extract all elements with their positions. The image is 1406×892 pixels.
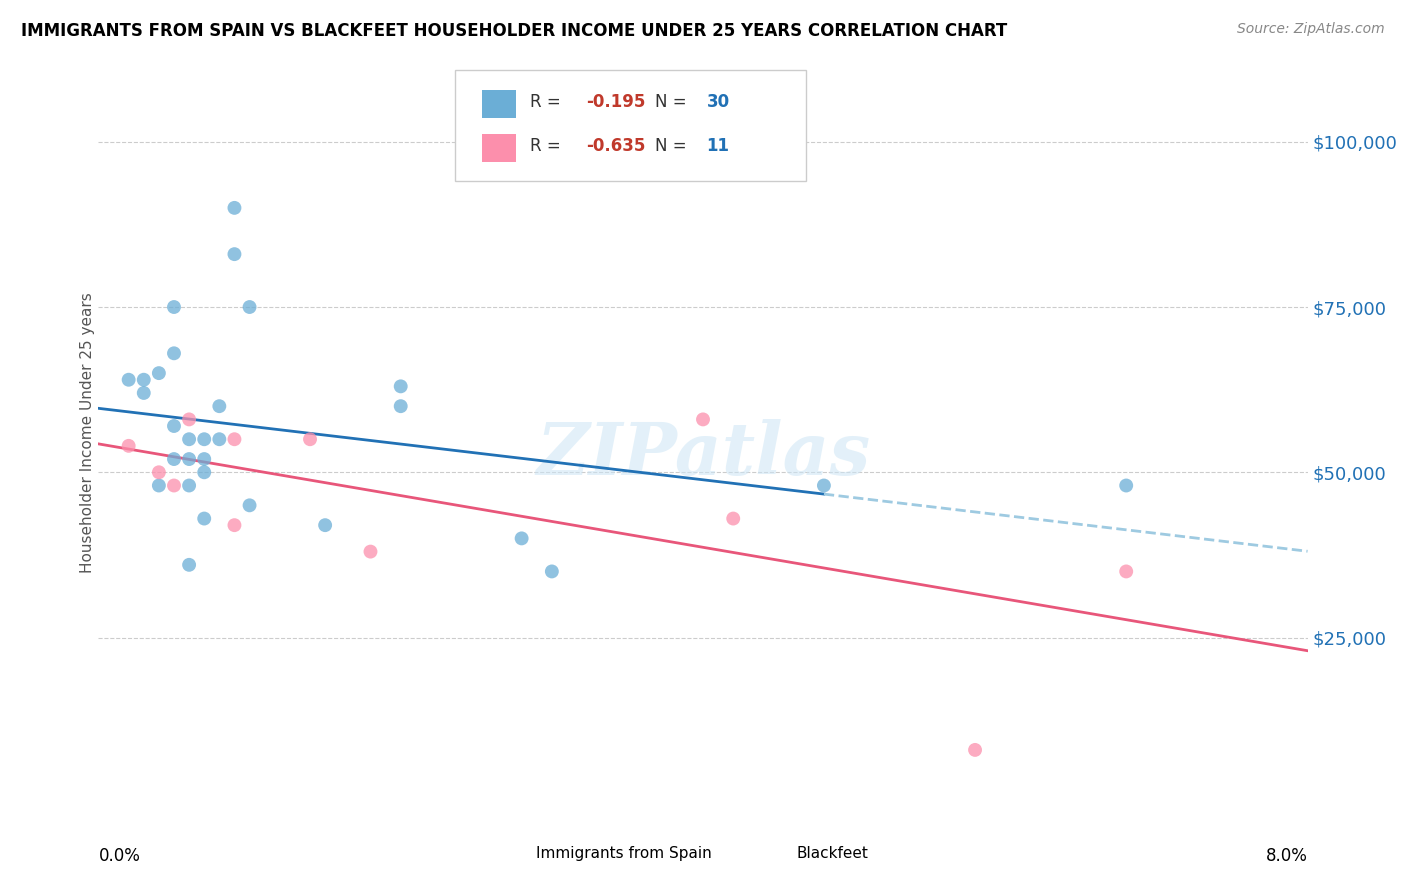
Text: 8.0%: 8.0% bbox=[1265, 847, 1308, 865]
Point bbox=[179, 478, 201, 492]
Point bbox=[118, 373, 141, 387]
Text: R =: R = bbox=[530, 93, 567, 111]
Point bbox=[224, 201, 246, 215]
Point bbox=[1115, 565, 1137, 579]
Text: 0.0%: 0.0% bbox=[98, 847, 141, 865]
Text: -0.635: -0.635 bbox=[586, 137, 645, 155]
Y-axis label: Householder Income Under 25 years: Householder Income Under 25 years bbox=[80, 293, 94, 573]
Text: 30: 30 bbox=[707, 93, 730, 111]
Point bbox=[540, 565, 562, 579]
Point bbox=[148, 465, 170, 479]
Point bbox=[193, 432, 215, 446]
Point bbox=[132, 373, 155, 387]
Point bbox=[224, 432, 246, 446]
Point bbox=[163, 419, 186, 434]
Text: R =: R = bbox=[530, 137, 567, 155]
Point bbox=[179, 558, 201, 572]
Point bbox=[723, 511, 745, 525]
Point bbox=[163, 346, 186, 360]
Point bbox=[692, 412, 714, 426]
Point bbox=[148, 478, 170, 492]
Text: Blackfeet: Blackfeet bbox=[796, 846, 868, 861]
FancyBboxPatch shape bbox=[482, 90, 516, 118]
Point bbox=[193, 465, 215, 479]
Text: Source: ZipAtlas.com: Source: ZipAtlas.com bbox=[1237, 22, 1385, 37]
Point bbox=[389, 379, 412, 393]
FancyBboxPatch shape bbox=[456, 70, 806, 181]
Text: N =: N = bbox=[655, 137, 692, 155]
Point bbox=[510, 532, 533, 546]
Text: Immigrants from Spain: Immigrants from Spain bbox=[536, 846, 711, 861]
Point bbox=[314, 518, 336, 533]
Text: IMMIGRANTS FROM SPAIN VS BLACKFEET HOUSEHOLDER INCOME UNDER 25 YEARS CORRELATION: IMMIGRANTS FROM SPAIN VS BLACKFEET HOUSE… bbox=[21, 22, 1007, 40]
Point bbox=[179, 432, 201, 446]
Text: ZIPatlas: ZIPatlas bbox=[536, 419, 870, 491]
Point bbox=[813, 478, 835, 492]
Point bbox=[224, 247, 246, 261]
Point bbox=[179, 452, 201, 467]
Point bbox=[193, 511, 215, 525]
Point bbox=[239, 300, 262, 314]
Point bbox=[208, 399, 231, 413]
Point bbox=[163, 452, 186, 467]
FancyBboxPatch shape bbox=[758, 842, 787, 866]
FancyBboxPatch shape bbox=[482, 135, 516, 162]
Point bbox=[148, 366, 170, 380]
Point bbox=[163, 478, 186, 492]
Point bbox=[163, 300, 186, 314]
Text: N =: N = bbox=[655, 93, 692, 111]
Text: 11: 11 bbox=[707, 137, 730, 155]
Point bbox=[193, 452, 215, 467]
Point bbox=[132, 386, 155, 401]
Point bbox=[208, 432, 231, 446]
Text: -0.195: -0.195 bbox=[586, 93, 645, 111]
Point bbox=[118, 439, 141, 453]
Point bbox=[1115, 478, 1137, 492]
FancyBboxPatch shape bbox=[498, 842, 527, 866]
Point bbox=[239, 499, 262, 513]
Point bbox=[360, 544, 382, 558]
Point bbox=[224, 518, 246, 533]
Point bbox=[299, 432, 322, 446]
Point bbox=[179, 412, 201, 426]
Point bbox=[965, 743, 987, 757]
Point bbox=[389, 399, 412, 413]
